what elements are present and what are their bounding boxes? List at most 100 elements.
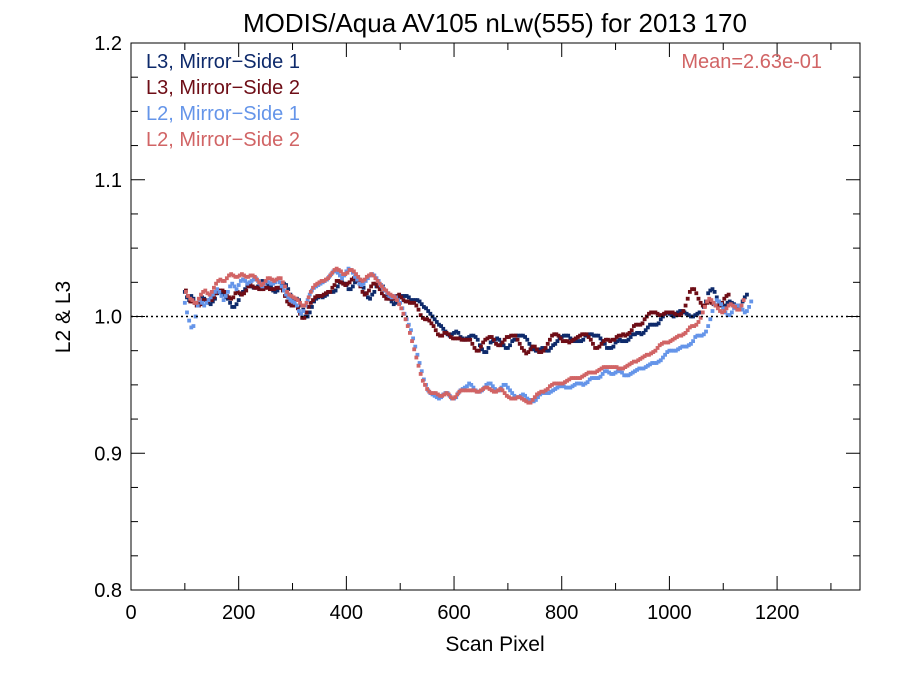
data-point	[594, 333, 599, 338]
data-point	[621, 366, 625, 371]
data-point	[727, 313, 732, 318]
data-point	[346, 287, 351, 292]
data-point	[693, 313, 698, 318]
data-point	[703, 305, 707, 309]
data-point	[682, 344, 687, 349]
data-point	[345, 270, 350, 275]
data-point	[349, 277, 354, 282]
data-point	[214, 281, 218, 286]
data-point	[486, 346, 491, 350]
data-point	[432, 393, 437, 398]
data-point	[720, 310, 725, 315]
data-point	[382, 294, 386, 298]
data-point	[334, 266, 339, 271]
data-point	[371, 273, 376, 278]
data-point	[552, 381, 557, 386]
data-point	[274, 285, 279, 290]
data-point	[286, 287, 291, 292]
data-point	[294, 303, 299, 308]
data-point	[579, 339, 584, 344]
data-point	[489, 335, 494, 339]
data-point	[558, 336, 563, 341]
data-point	[397, 292, 402, 297]
y-tick-label: 0.8	[94, 580, 122, 602]
data-point	[233, 291, 238, 296]
data-point	[531, 347, 536, 352]
data-point	[248, 273, 253, 278]
data-point	[299, 311, 304, 316]
data-point	[282, 288, 286, 293]
data-point	[628, 372, 633, 376]
data-point	[605, 346, 609, 350]
data-point	[745, 292, 749, 297]
data-point	[591, 341, 595, 346]
data-point	[631, 359, 636, 364]
data-point	[609, 346, 614, 350]
data-point	[199, 292, 203, 297]
data-point	[540, 346, 545, 350]
data-point	[643, 365, 648, 369]
data-point	[375, 284, 380, 289]
data-point	[433, 328, 438, 333]
data-point	[359, 283, 364, 287]
data-point	[625, 332, 630, 337]
data-point	[616, 366, 621, 371]
data-point	[637, 331, 642, 335]
data-point	[596, 376, 601, 380]
data-point	[555, 339, 560, 344]
data-point	[431, 324, 436, 328]
data-point	[491, 389, 496, 394]
data-point	[388, 292, 393, 297]
data-point	[654, 361, 659, 365]
data-point	[629, 328, 634, 333]
data-point	[368, 296, 372, 301]
data-point	[532, 395, 537, 400]
data-point	[726, 292, 731, 297]
data-point	[696, 320, 701, 324]
data-point	[563, 380, 567, 385]
data-point	[736, 303, 741, 308]
data-point	[435, 332, 440, 337]
data-point	[635, 331, 639, 335]
data-point	[551, 343, 556, 348]
data-point	[354, 272, 358, 277]
data-point	[364, 274, 369, 279]
data-point	[444, 331, 449, 335]
data-point	[446, 332, 451, 337]
data-point	[661, 355, 665, 360]
data-point	[484, 350, 489, 354]
data-point	[544, 391, 549, 395]
data-point	[270, 287, 274, 292]
data-point	[268, 276, 272, 281]
data-point	[636, 358, 641, 363]
data-point	[289, 294, 294, 298]
data-point	[550, 333, 554, 338]
data-point	[564, 333, 568, 338]
data-point	[677, 333, 681, 338]
data-point	[642, 354, 647, 359]
data-point	[742, 310, 747, 315]
data-point	[465, 384, 469, 389]
data-point	[528, 347, 533, 352]
data-point	[479, 388, 483, 393]
data-point	[652, 322, 657, 327]
data-point	[395, 298, 399, 302]
x-tick-label: 200	[222, 602, 255, 624]
data-point	[612, 337, 617, 342]
data-point	[328, 289, 333, 294]
data-point	[208, 302, 213, 307]
data-point	[694, 291, 699, 296]
data-point	[552, 332, 557, 337]
data-point	[310, 305, 314, 309]
data-point	[224, 276, 229, 281]
data-point	[644, 352, 649, 357]
data-point	[257, 287, 262, 292]
data-point	[550, 382, 554, 387]
data-point	[434, 395, 439, 400]
data-point	[364, 291, 369, 296]
data-point	[610, 365, 615, 369]
data-point	[535, 347, 539, 352]
data-point	[348, 287, 353, 292]
data-point	[362, 292, 367, 297]
data-point	[638, 356, 643, 361]
